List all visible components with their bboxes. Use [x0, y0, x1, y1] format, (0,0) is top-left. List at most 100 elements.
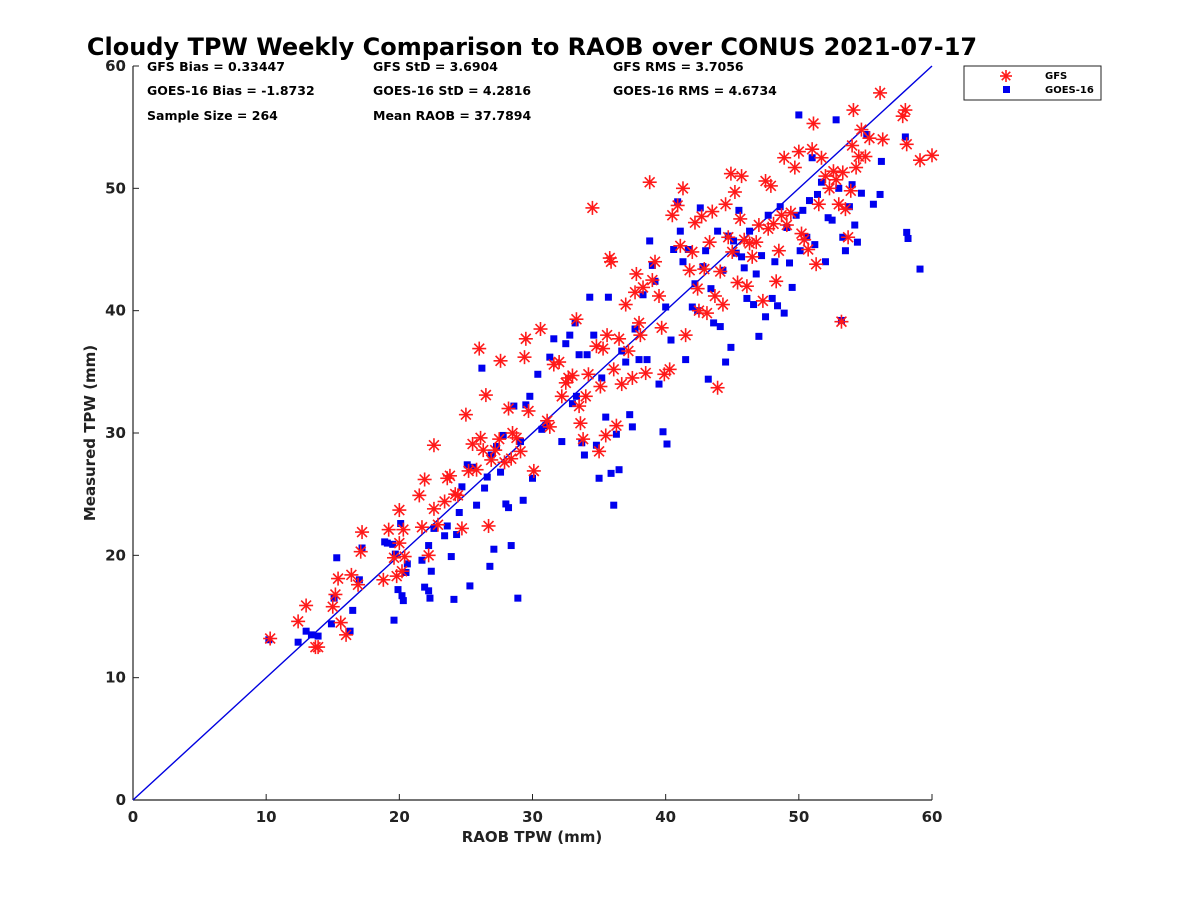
goes-16-point [578, 439, 586, 447]
gfs-point [715, 297, 730, 312]
gfs-point [834, 314, 849, 329]
gfs-point [417, 472, 432, 487]
goes-16-point [805, 197, 813, 205]
x-tick-label: 20 [389, 808, 410, 826]
goes-16-point [845, 203, 853, 211]
goes-16-point [626, 411, 634, 419]
gfs-point [787, 160, 802, 175]
goes-16-point [507, 542, 515, 550]
goes-16-point [583, 351, 591, 359]
goes-16-point [590, 331, 598, 339]
goes-16-point [824, 214, 832, 222]
stat-goes-bias: GOES-16 Bias = -1.8732 [147, 83, 315, 98]
y-tick-label: 20 [105, 546, 126, 564]
goes-16-point [857, 189, 865, 197]
series-goes-16 [265, 111, 924, 646]
gfs-point [675, 181, 690, 196]
goes-16-point [719, 266, 727, 274]
goes-16-point [586, 293, 594, 301]
goes-16-point [314, 632, 322, 640]
goes-16-point [710, 319, 718, 327]
goes-16-point [390, 616, 398, 624]
gfs-point [702, 235, 717, 250]
gfs-point [421, 548, 436, 563]
gfs-point [476, 443, 491, 458]
gfs-point [755, 293, 770, 308]
gfs-point [638, 366, 653, 381]
gfs-point [838, 202, 853, 217]
y-axis-label: Measured TPW (mm) [81, 345, 99, 521]
goes-16-point [383, 539, 391, 547]
series-gfs [263, 85, 939, 655]
goes-16-point [566, 331, 574, 339]
gfs-point [351, 577, 366, 592]
gfs-point [325, 599, 340, 614]
gfs-point [612, 331, 627, 346]
gfs-point [517, 350, 532, 365]
goes-16-point [795, 111, 803, 119]
goes-16-point [696, 204, 704, 212]
stat-goes-std: GOES-16 StD = 4.2816 [373, 83, 531, 98]
goes-16-point [688, 303, 696, 311]
stat-gfs-rms: GFS RMS = 3.7056 [613, 59, 744, 74]
gfs-point [469, 462, 484, 477]
gfs-point [685, 244, 700, 259]
x-ticks: 0 10 20 30 40 50 60 [128, 794, 942, 826]
goes-16-point [402, 568, 410, 576]
goes-16-point [294, 638, 302, 646]
gfs-point [454, 521, 469, 536]
goes-16-point [486, 562, 494, 570]
goes-16-point [764, 211, 772, 219]
goes-16-point [667, 336, 675, 344]
goes-16-point [463, 461, 471, 469]
gfs-point [552, 355, 567, 370]
goes-16-point [307, 631, 315, 639]
gfs-point [858, 149, 873, 164]
gfs-point [450, 488, 465, 503]
gfs-point [783, 205, 798, 220]
goes-16-point [876, 190, 884, 198]
gfs-point [521, 403, 536, 418]
gfs-point [734, 169, 749, 184]
gfs-point [311, 640, 326, 655]
y-tick-label: 30 [105, 424, 126, 442]
goes-16-point [691, 280, 699, 288]
goes-16-point [571, 319, 579, 327]
goes-16-point [522, 401, 530, 409]
goes-16-point [799, 206, 807, 214]
goes-16-point [869, 200, 877, 208]
goes-16-point [813, 190, 821, 198]
goes-16-point [788, 283, 796, 291]
gfs-point [472, 341, 487, 356]
y-tick-label: 50 [105, 179, 126, 197]
gfs-point [723, 166, 738, 181]
goes-16-point [510, 402, 518, 410]
x-axis-label: RAOB TPW (mm) [462, 828, 603, 846]
goes-16-point [796, 247, 804, 255]
goes-16-point [786, 259, 794, 267]
goes-16-point [848, 181, 856, 189]
gfs-point [846, 103, 861, 118]
gfs-point [854, 122, 869, 137]
goes-16-point [738, 253, 746, 261]
gfs-point [694, 209, 709, 224]
gfs-point [392, 536, 407, 551]
gfs-point [376, 572, 391, 587]
goes-16-point [502, 500, 510, 508]
goes-16-point [302, 627, 310, 635]
gfs-point [353, 544, 368, 559]
goes-16-point [828, 216, 836, 224]
goes-16-point [679, 258, 687, 266]
x-tick-label: 50 [788, 808, 809, 826]
gfs-point [718, 197, 733, 212]
goes-16-point [746, 227, 754, 235]
gfs-point [835, 165, 850, 180]
gfs-point [518, 331, 533, 346]
gfs-point [745, 249, 760, 264]
goes-16-point [558, 438, 566, 446]
goes-16-point [635, 356, 643, 364]
goes-16-point [389, 540, 397, 548]
gfs-point [397, 549, 412, 564]
gfs-point [412, 488, 427, 503]
goes-16-point [403, 560, 411, 568]
